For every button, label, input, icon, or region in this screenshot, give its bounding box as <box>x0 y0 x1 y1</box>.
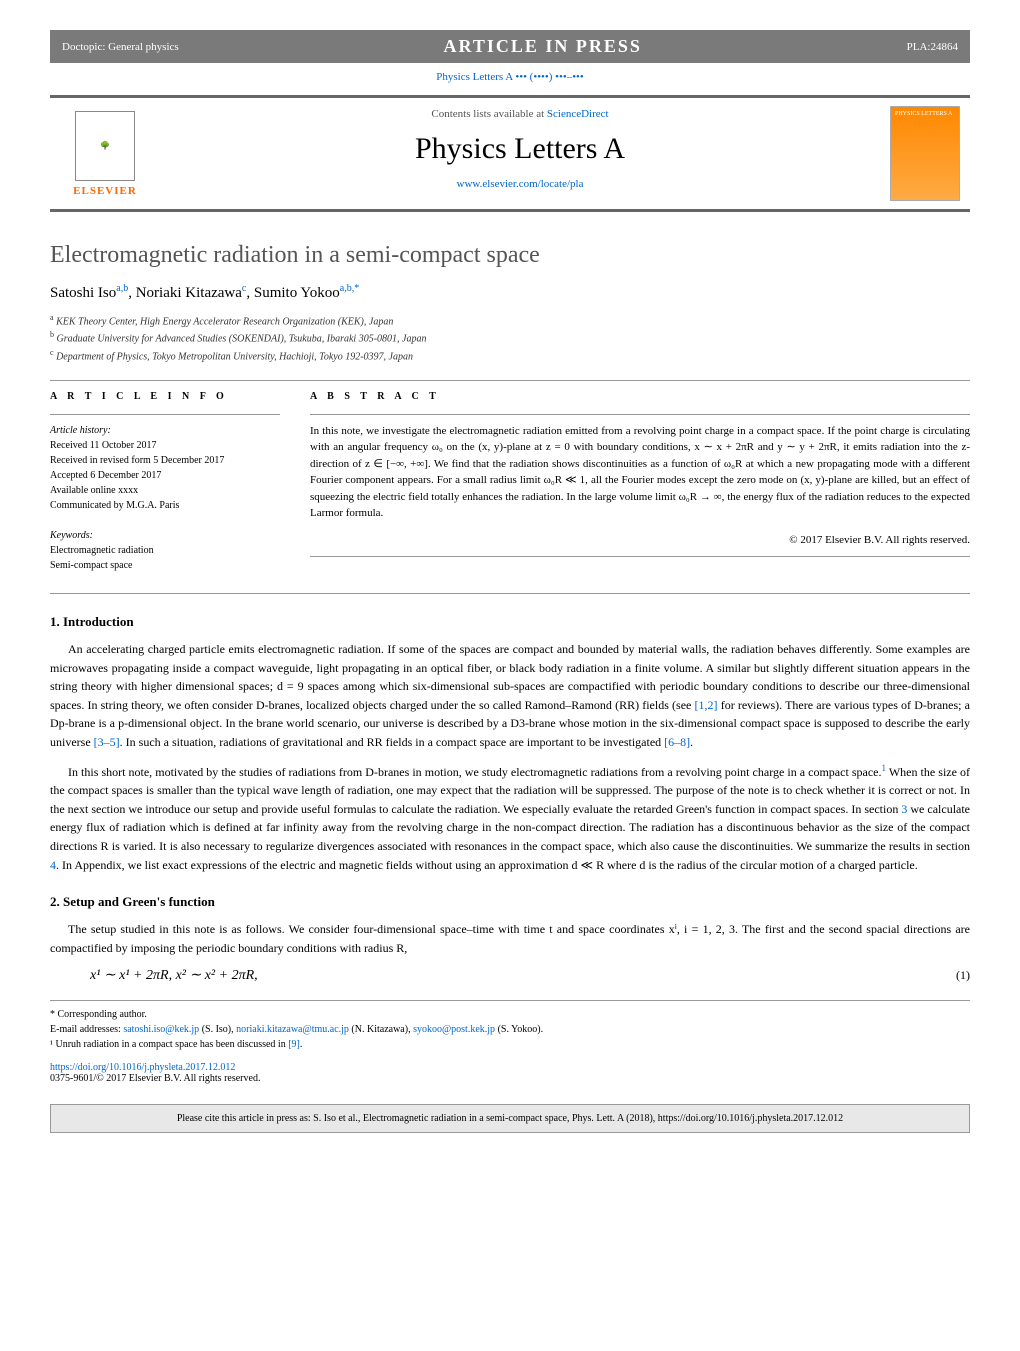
abstract-block: A B S T R A C T In this note, we investi… <box>310 389 970 573</box>
citation-link[interactable]: [1,2] <box>695 698 718 712</box>
footnote-1: ¹ Unruh radiation in a compact space has… <box>50 1037 970 1052</box>
section-heading-setup: 2. Setup and Green's function <box>50 894 970 910</box>
footnotes-block: * Corresponding author. E-mail addresses… <box>50 1000 970 1052</box>
citation-box: Please cite this article in press as: S.… <box>50 1104 970 1133</box>
journal-masthead: 🌳 ELSEVIER Contents lists available at S… <box>50 95 970 212</box>
elsevier-tree-icon: 🌳 <box>75 111 135 181</box>
doi-link[interactable]: https://doi.org/10.1016/j.physleta.2017.… <box>50 1062 235 1073</box>
abstract-copyright: © 2017 Elsevier B.V. All rights reserved… <box>310 532 970 549</box>
journal-name: Physics Letters A <box>170 132 870 166</box>
divider <box>310 414 970 415</box>
author: Noriaki Kitazawac <box>136 285 247 301</box>
affiliation: c Department of Physics, Tokyo Metropoli… <box>50 347 970 364</box>
author: Sumito Yokooa,b,* <box>254 285 359 301</box>
article-title: Electromagnetic radiation in a semi-comp… <box>50 242 970 269</box>
divider <box>310 556 970 557</box>
article-info-heading: A R T I C L E I N F O <box>50 389 280 404</box>
journal-cover-thumb: PHYSICS LETTERS A <box>890 106 960 201</box>
info-abstract-row: A R T I C L E I N F O Article history: R… <box>50 389 970 573</box>
history-item: Communicated by M.G.A. Paris <box>50 498 280 513</box>
author-email-link[interactable]: noriaki.kitazawa@tmu.ac.jp <box>236 1024 349 1035</box>
citation-link[interactable]: [6–8] <box>664 735 690 749</box>
sciencedirect-link[interactable]: ScienceDirect <box>547 108 609 120</box>
keywords-label: Keywords: <box>50 528 280 543</box>
journal-homepage: www.elsevier.com/locate/pla <box>170 178 870 190</box>
article-info-block: A R T I C L E I N F O Article history: R… <box>50 389 280 573</box>
affiliation: a KEK Theory Center, High Energy Acceler… <box>50 312 970 329</box>
article-in-press-banner: ARTICLE IN PRESS <box>443 36 641 57</box>
journal-cover-block: PHYSICS LETTERS A <box>880 98 970 209</box>
equation-text: x¹ ∼ x¹ + 2πR, x² ∼ x² + 2πR, <box>90 967 956 984</box>
doi-block: https://doi.org/10.1016/j.physleta.2017.… <box>50 1062 970 1084</box>
header-bar: Doctopic: General physics ARTICLE IN PRE… <box>50 30 970 63</box>
citation-link[interactable]: [9] <box>288 1039 300 1050</box>
section-heading-intro: 1. Introduction <box>50 614 970 630</box>
publisher-name: ELSEVIER <box>73 185 137 197</box>
author-email-link[interactable]: satoshi.iso@kek.jp <box>123 1024 199 1035</box>
journal-url-link[interactable]: www.elsevier.com/locate/pla <box>457 178 584 190</box>
citation-link[interactable]: [3–5] <box>94 735 120 749</box>
contents-available: Contents lists available at ScienceDirec… <box>170 108 870 120</box>
abstract-heading: A B S T R A C T <box>310 389 970 404</box>
divider <box>50 593 970 594</box>
journal-reference: Physics Letters A ••• (••••) •••–••• <box>50 71 970 83</box>
history-item: Accepted 6 December 2017 <box>50 468 280 483</box>
history-item: Received in revised form 5 December 2017 <box>50 453 280 468</box>
article-code: PLA:24864 <box>907 41 958 53</box>
equation-number: (1) <box>956 968 970 983</box>
history-label: Article history: <box>50 423 280 438</box>
issn-copyright: 0375-9601/© 2017 Elsevier B.V. All right… <box>50 1073 260 1084</box>
intro-paragraph-1: An accelerating charged particle emits e… <box>50 640 970 752</box>
publisher-logo-block: 🌳 ELSEVIER <box>50 98 160 209</box>
affiliation: b Graduate University for Advanced Studi… <box>50 329 970 346</box>
equation-1: x¹ ∼ x¹ + 2πR, x² ∼ x² + 2πR, (1) <box>90 967 970 984</box>
history-item: Available online xxxx <box>50 483 280 498</box>
author-list: Satoshi Isoa,b, Noriaki Kitazawac, Sumit… <box>50 283 970 302</box>
corresponding-author: * Corresponding author. <box>50 1007 970 1022</box>
setup-paragraph-1: The setup studied in this note is as fol… <box>50 920 970 957</box>
author: Satoshi Isoa,b <box>50 285 128 301</box>
divider <box>50 414 280 415</box>
affiliation-list: a KEK Theory Center, High Energy Acceler… <box>50 312 970 364</box>
keyword: Semi-compact space <box>50 558 280 573</box>
contents-prefix: Contents lists available at <box>431 108 546 120</box>
divider <box>50 380 970 381</box>
keyword: Electromagnetic radiation <box>50 543 280 558</box>
email-addresses: E-mail addresses: satoshi.iso@kek.jp (S.… <box>50 1022 970 1037</box>
author-email-link[interactable]: syokoo@post.kek.jp <box>413 1024 495 1035</box>
abstract-text: In this note, we investigate the electro… <box>310 423 970 522</box>
masthead-center: Contents lists available at ScienceDirec… <box>160 98 880 209</box>
intro-paragraph-2: In this short note, motivated by the stu… <box>50 762 970 875</box>
history-item: Received 11 October 2017 <box>50 438 280 453</box>
doctopic-label: Doctopic: General physics <box>62 41 179 53</box>
